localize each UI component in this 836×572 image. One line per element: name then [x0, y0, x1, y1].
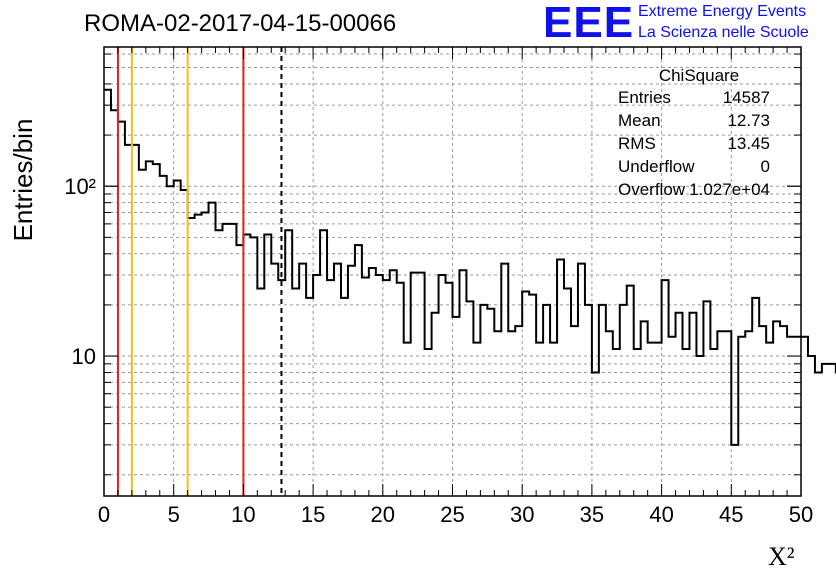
histogram-outline — [104, 88, 836, 446]
stats-value: 12.73 — [727, 111, 770, 130]
y-axis-label: Entries/bin — [8, 119, 38, 242]
stats-label: Underflow — [618, 157, 695, 176]
y-tick-label: 10² — [64, 174, 96, 199]
chart-title: ROMA-02-2017-04-15-00066 — [84, 10, 397, 37]
x-tick-label: 10 — [231, 502, 255, 527]
stats-value: 0 — [760, 157, 770, 176]
x-axis-label: X² — [768, 542, 795, 571]
stats-title: ChiSquare — [658, 66, 740, 85]
logo-text-line-2: La Scienza nelle Scuole — [638, 24, 809, 41]
stats-row-entries: Entries 14587 — [612, 88, 776, 111]
marker-lines-layer — [116, 47, 283, 496]
stats-row-overflow: Overflow 1.027e+04 — [612, 180, 776, 203]
x-tick-label: 35 — [580, 502, 604, 527]
x-tick-label: 45 — [719, 502, 743, 527]
x-tick-label: 40 — [649, 502, 673, 527]
stats-label: Mean — [618, 111, 661, 130]
stats-box: ChiSquare Entries 14587 Mean 12.73 RMS 1… — [612, 66, 776, 203]
eee-logo-mark: EEE — [543, 0, 635, 47]
stats-label: RMS — [618, 134, 656, 153]
histogram-layer — [104, 88, 836, 446]
stats-label: Entries — [618, 88, 671, 107]
x-tick-label: 30 — [510, 502, 534, 527]
stats-value: 14587 — [722, 88, 770, 107]
y-tick-label: 10 — [72, 344, 96, 369]
x-tick-label: 20 — [371, 502, 395, 527]
x-tick-label: 50 — [789, 502, 813, 527]
axes-layer: 0 5 10 15 20 25 30 35 40 45 50 10 10² — [64, 46, 813, 527]
x-tick-label: 25 — [440, 502, 464, 527]
stats-row-underflow: Underflow 0 — [612, 157, 776, 180]
stats-value: 1.027e+04 — [689, 180, 770, 199]
x-tick-label: 15 — [301, 502, 325, 527]
stats-row-rms: RMS 13.45 — [612, 134, 776, 157]
stats-value: 13.45 — [727, 134, 770, 153]
x-tick-label: 5 — [168, 502, 180, 527]
x-tick-label: 0 — [98, 502, 110, 527]
stats-label: Overflow — [618, 180, 686, 199]
logo-text-line-1: Extreme Energy Events — [638, 3, 807, 20]
stats-row-mean: Mean 12.73 — [612, 111, 776, 134]
grid-layer — [104, 47, 801, 496]
